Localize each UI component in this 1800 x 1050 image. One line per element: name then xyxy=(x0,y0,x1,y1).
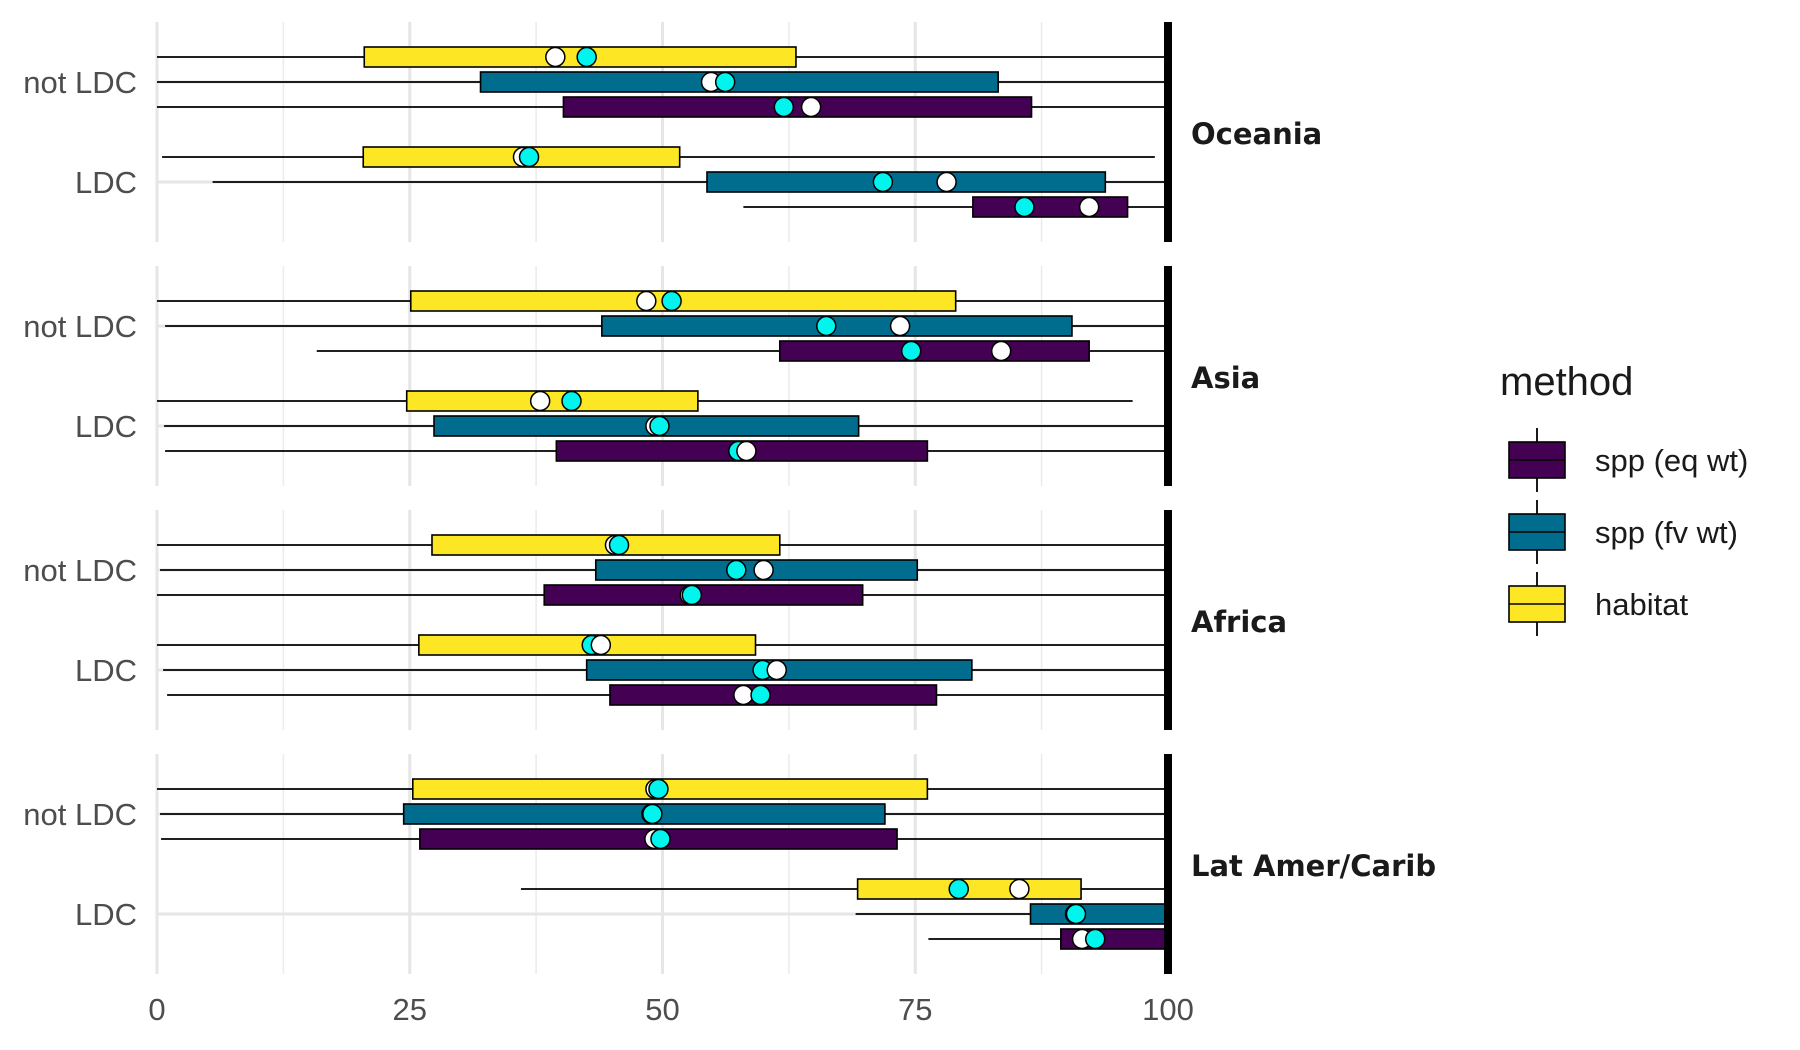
box xyxy=(543,584,864,606)
median-point xyxy=(590,634,612,656)
mean-point xyxy=(714,71,736,93)
x-tick-label: 25 xyxy=(393,992,427,1027)
y-tick-label: LDC xyxy=(75,165,137,200)
mean-point xyxy=(681,584,703,606)
mean-point xyxy=(648,778,669,800)
median-point xyxy=(800,96,822,118)
mean-point xyxy=(1084,928,1106,950)
mean-point xyxy=(642,803,663,825)
mean-point xyxy=(608,534,630,556)
box xyxy=(778,340,1090,362)
median-point xyxy=(636,290,657,312)
facet-label: Africa xyxy=(1191,605,1287,639)
median-point xyxy=(1078,196,1100,218)
x-tick-label: 100 xyxy=(1142,992,1194,1027)
mean-point xyxy=(900,340,922,362)
box xyxy=(405,390,699,412)
median-point xyxy=(936,171,957,193)
box xyxy=(409,290,957,312)
mean-point xyxy=(750,684,771,706)
mean-point xyxy=(576,46,597,68)
mean-point xyxy=(518,146,540,168)
mean-point xyxy=(650,828,671,850)
facet-label: Asia xyxy=(1191,361,1260,395)
y-tick-label: not LDC xyxy=(23,553,137,588)
box xyxy=(609,684,938,706)
mean-point xyxy=(872,171,894,193)
median-point xyxy=(753,559,774,581)
legend-title: method xyxy=(1500,360,1633,404)
marks-layer xyxy=(157,46,1169,950)
median-point xyxy=(766,659,787,681)
median-point xyxy=(733,684,754,706)
median-point xyxy=(1009,878,1030,900)
box xyxy=(856,878,1082,900)
box xyxy=(601,315,1073,337)
facet-label: Oceania xyxy=(1191,117,1322,151)
median-point xyxy=(736,440,757,462)
median-point xyxy=(889,315,911,337)
x-tick-label: 50 xyxy=(645,992,679,1027)
facet-label: Lat Amer/Carib xyxy=(1191,849,1436,883)
x-tick-label: 75 xyxy=(898,992,932,1027)
legend-label: spp (fv wt) xyxy=(1595,515,1738,550)
box xyxy=(1029,903,1169,925)
box xyxy=(479,71,999,93)
median-point xyxy=(529,390,551,412)
mean-point xyxy=(773,96,795,118)
mean-point xyxy=(1014,196,1035,218)
mean-point xyxy=(816,315,837,337)
median-point xyxy=(545,46,566,68)
mean-point xyxy=(948,878,969,900)
mean-point xyxy=(1065,903,1087,925)
mean-point xyxy=(661,290,682,312)
y-tick-label: not LDC xyxy=(23,65,137,100)
box xyxy=(972,196,1129,218)
box xyxy=(411,778,929,800)
box xyxy=(706,171,1107,193)
mean-point xyxy=(649,415,670,437)
x-tick-label: 0 xyxy=(148,992,165,1027)
y-tick-label: not LDC xyxy=(23,309,137,344)
y-tick-label: LDC xyxy=(75,409,137,444)
y-tick-label: LDC xyxy=(75,653,137,688)
axis-layer: not LDC LDC Oceania not LDC LDC Asia not LDC LD… xyxy=(23,22,1436,1027)
legend-layer: method spp (eq wt) spp (fv wt) habitat xyxy=(1500,360,1748,636)
mean-point xyxy=(561,390,582,412)
median-point xyxy=(990,340,1012,362)
legend-label: spp (eq wt) xyxy=(1595,443,1748,478)
mean-point xyxy=(726,559,747,581)
y-tick-label: not LDC xyxy=(23,797,137,832)
legend-label: habitat xyxy=(1595,587,1688,622)
y-tick-label: LDC xyxy=(75,897,137,932)
box xyxy=(562,96,1033,118)
